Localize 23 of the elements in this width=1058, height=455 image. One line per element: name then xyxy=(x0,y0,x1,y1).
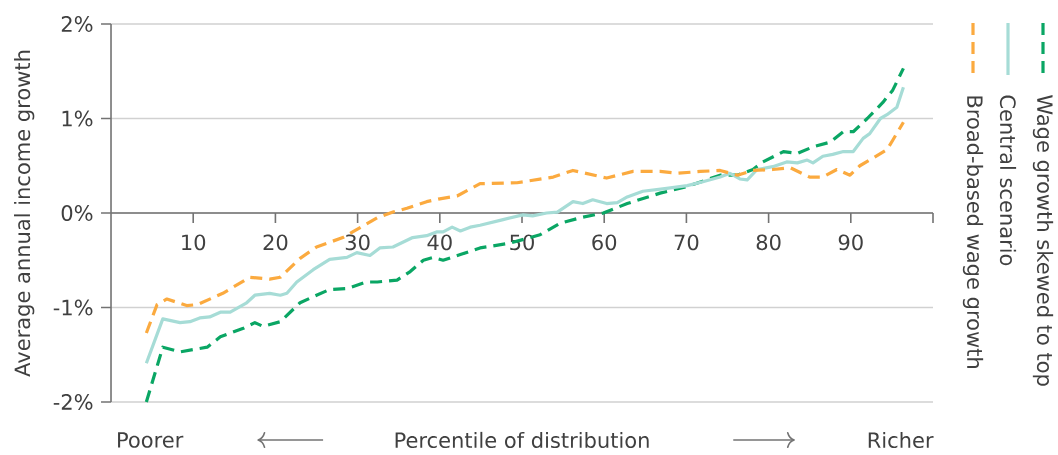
x-tick-label: 40 xyxy=(427,234,452,251)
y-axis-title: Average annual income growth xyxy=(14,50,35,377)
text: Poorer xyxy=(118,432,184,448)
y-tick-label: 0% xyxy=(61,205,93,221)
line-series xyxy=(144,85,906,365)
x-tick-label: 80 xyxy=(756,234,781,251)
x-tick-label: 10 xyxy=(182,234,206,251)
text: Wage growth skewed to top xyxy=(1032,95,1054,386)
x-tick-label: 70 xyxy=(674,234,699,251)
x-tick-label: 20 xyxy=(263,234,288,251)
x-tick-label: 90 xyxy=(838,234,863,251)
text: Central scenario xyxy=(999,95,1017,266)
x-axis-title: Percentile of distribution xyxy=(395,431,649,449)
x-tick-label: 30 xyxy=(345,234,370,251)
text: Richer xyxy=(868,431,934,449)
text: Broad-based wage growth xyxy=(962,96,984,368)
y-tick-label: -2% xyxy=(53,393,93,410)
line-series xyxy=(144,120,906,335)
x-tick-label: 60 xyxy=(592,234,617,251)
y-tick-label: 1% xyxy=(62,110,93,127)
line-series xyxy=(144,66,906,404)
y-tick-label: 2% xyxy=(61,16,93,32)
y-tick-label: -1% xyxy=(53,299,93,316)
